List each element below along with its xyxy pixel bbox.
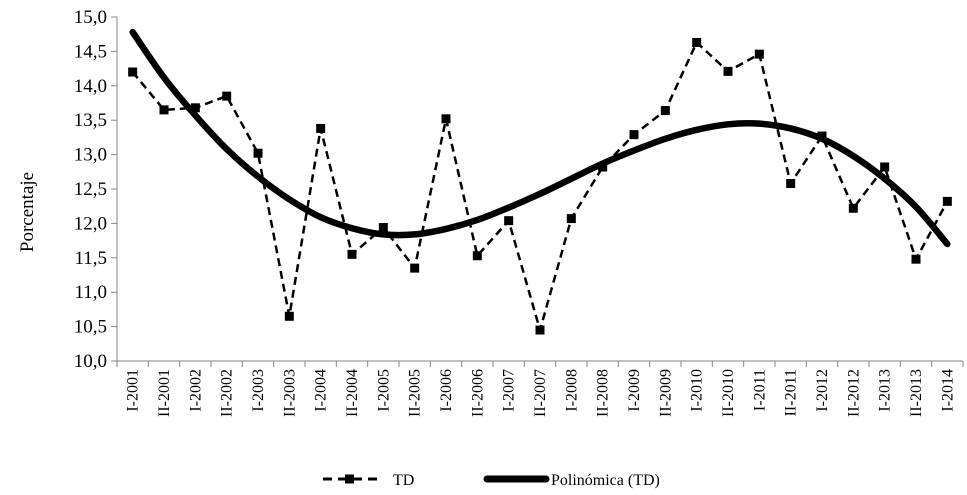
td-point	[629, 130, 639, 140]
td-point	[316, 123, 326, 133]
y-tick-label: 12,5	[74, 179, 107, 200]
x-tick-label: II-2006	[469, 369, 486, 417]
y-tick-label: 13,5	[74, 110, 107, 131]
x-tick-label: I-2008	[563, 369, 580, 412]
td-point	[128, 67, 138, 77]
legend-item-polynomial: Polinómica (TD)	[483, 472, 660, 489]
td-point	[692, 37, 702, 47]
x-tick-label: I-2010	[689, 369, 706, 412]
td-point	[159, 105, 169, 115]
td-point	[504, 216, 514, 226]
y-tick-label: 15,0	[74, 7, 107, 28]
x-tick-label: II-2013	[908, 369, 925, 417]
y-axis: 10,0 10,5 11,0 11,5 12,0 12,5 13,0 13,5 14,0 14,5…	[74, 7, 118, 372]
x-tick-label: I-2004	[313, 369, 330, 412]
x-tick-label: II-2002	[219, 369, 236, 417]
trendline-path	[129, 28, 951, 248]
legend-item-td: TD	[323, 472, 414, 489]
td-point	[660, 106, 670, 116]
y-tick-label: 11,5	[74, 248, 107, 269]
x-tick-label: II-2007	[532, 369, 549, 417]
td-point	[222, 91, 232, 101]
td-point	[723, 66, 733, 76]
td-point	[253, 148, 263, 158]
legend-label-td: TD	[393, 472, 414, 489]
td-point	[754, 49, 764, 59]
td-line	[131, 40, 949, 335]
td-point	[942, 196, 952, 206]
td-point	[566, 214, 576, 224]
x-tick-label: I-2009	[626, 369, 643, 412]
td-point	[535, 325, 545, 335]
td-point	[190, 103, 200, 113]
x-tick-label: I-2011	[751, 369, 768, 411]
x-tick-label: I-2003	[250, 369, 267, 412]
y-tick-label: 10,5	[74, 317, 107, 338]
legend: TD Polinómica (TD)	[323, 472, 660, 489]
td-point	[911, 254, 921, 264]
x-tick-label: II-2005	[407, 369, 424, 417]
td-point	[284, 311, 294, 321]
y-tick-label: 11,0	[74, 282, 107, 303]
y-tick-label: 12,0	[74, 213, 107, 234]
td-point	[848, 203, 858, 213]
td-point	[347, 249, 357, 259]
x-tick-label: II-2009	[657, 369, 674, 417]
trendline-series	[129, 28, 951, 248]
td-point	[472, 251, 482, 261]
x-tick-label: II-2010	[720, 369, 737, 417]
x-tick-label: II-2001	[156, 369, 173, 417]
x-tick-label: II-2008	[595, 369, 612, 417]
x-tick-label: I-2002	[187, 369, 204, 412]
td-point	[817, 131, 827, 141]
y-tick-label: 10,0	[74, 351, 107, 372]
y-tick-label: 14,0	[74, 76, 107, 97]
x-tick-label: II-2012	[845, 369, 862, 417]
x-tick-label: I-2012	[814, 369, 831, 412]
y-tick-label: 13,0	[74, 145, 107, 166]
td-point	[378, 223, 388, 233]
td-point	[441, 114, 451, 124]
x-tick-label: I-2013	[877, 369, 894, 412]
x-tick-label: I-2006	[438, 369, 455, 412]
y-axis-label: Porcentaje	[17, 172, 38, 252]
legend-marker-td	[345, 474, 354, 484]
x-tick-label: II-2003	[281, 369, 298, 417]
x-tick-label: I-2001	[125, 369, 142, 412]
td-point	[598, 162, 608, 172]
td-point	[786, 178, 796, 188]
x-tick-label: II-2004	[344, 369, 361, 417]
td-point	[410, 263, 420, 273]
x-axis: I-2001 II-2001 I-2002 II-2002 I-2003 II-2003 I…	[116, 360, 964, 417]
td-point	[880, 162, 890, 172]
td-series	[128, 37, 952, 335]
x-tick-label: I-2005	[375, 369, 392, 412]
legend-label-polynomial: Polinómica (TD)	[551, 472, 660, 489]
x-tick-label: I-2014	[939, 369, 956, 412]
x-tick-label: I-2007	[501, 369, 518, 412]
x-tick-label: II-2011	[783, 369, 800, 416]
y-tick-label: 14,5	[74, 41, 107, 62]
